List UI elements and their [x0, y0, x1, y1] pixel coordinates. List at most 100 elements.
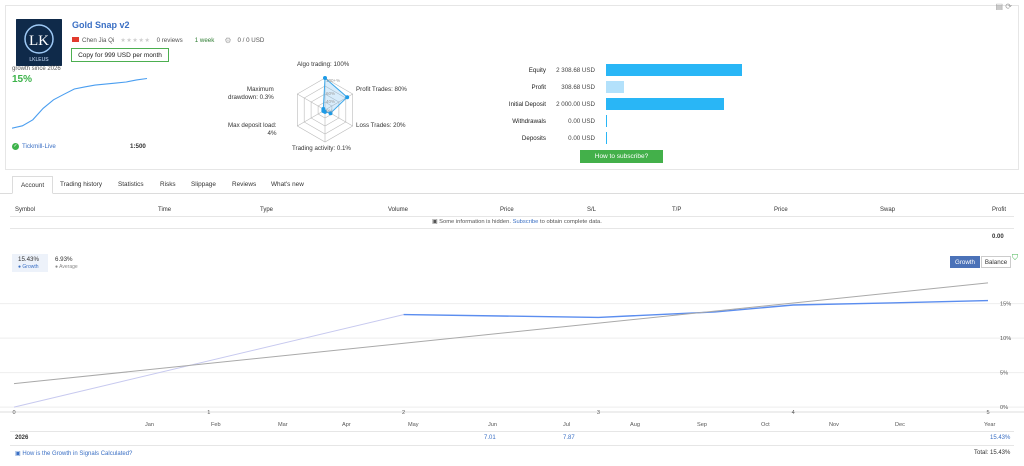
radar-point-5 [321, 107, 326, 112]
subscribe-button[interactable]: How to subscribe? [580, 150, 663, 163]
radar-label-drawdown: Maximum drawdown: 0.3% [228, 86, 274, 101]
month-label: Sep [697, 422, 707, 428]
signal-card: ▤ ⟳ LK LKLEUS Gold Snap v2 Chen Jia Qi ★… [5, 2, 1019, 170]
author[interactable]: Chen Jia Qi [72, 37, 114, 44]
balance-bar [606, 81, 625, 93]
month-value-may[interactable]: 7.01 [484, 435, 496, 441]
rating-stars: ★★★★★ [120, 37, 151, 44]
balance-value: 0.00 USD [568, 118, 595, 125]
balance-bar [606, 64, 742, 76]
logo-text: LK [29, 33, 49, 49]
col-swap: Swap [880, 207, 896, 213]
x-tick-label: 2 [402, 410, 405, 416]
growth-chart: 15% 10% 5% 0% 0 1 2 3 4 5 [0, 282, 1024, 416]
lock-icon: ▣ [432, 219, 438, 225]
radar-spoke [297, 109, 326, 127]
tab-reviews[interactable]: Reviews [232, 181, 257, 188]
radar-point-2 [328, 111, 333, 116]
y-tick-label: 10% [1000, 336, 1011, 342]
sparkline-line [12, 77, 148, 129]
series-line-2 [13, 282, 989, 385]
month-label: Mar [278, 422, 288, 428]
shield-icon: ⛉ [1012, 253, 1018, 262]
divider [10, 431, 1014, 432]
radar-ring-label: 100+% [326, 78, 340, 83]
weeks-badge: 1 week [194, 37, 215, 44]
growth-percent: 15% [12, 74, 33, 85]
radar-point-0 [323, 76, 327, 80]
balance-value: 2 000.00 USD [556, 101, 595, 108]
chart-series [13, 282, 989, 408]
month-label: Oct [761, 422, 770, 428]
year-value: 15.43% [990, 435, 1011, 441]
balance-label-profit: Profit [531, 84, 546, 91]
col-time: Time [158, 207, 172, 213]
growth-since-label: growth since 2026 [12, 66, 61, 72]
subscribe-link[interactable]: Subscribe [512, 219, 539, 225]
balance-label-initial-deposit: Initial Deposit [508, 101, 546, 108]
chart-y-ticks: 15% 10% 5% 0% [1000, 302, 1011, 412]
month-label: Nov [829, 422, 839, 428]
month-label: May [408, 422, 419, 428]
x-tick-label: 5 [986, 410, 989, 416]
leverage: 1:500 [130, 143, 146, 150]
growth-toggle-button[interactable]: Growth [950, 256, 980, 268]
y-tick-label: 15% [1000, 302, 1011, 308]
x-tick-label: 3 [597, 410, 600, 416]
divider [10, 445, 1014, 446]
month-label: Dec [895, 422, 905, 428]
table-total: 0.00 [992, 234, 1004, 240]
reviews-count[interactable]: 0 reviews [156, 37, 183, 44]
tab-trading-history[interactable]: Trading history [60, 181, 103, 188]
balance-bar [606, 132, 607, 144]
col-profit: Profit [992, 207, 1007, 213]
total-growth: Total: 15.43% [974, 450, 1011, 456]
balance-bar [606, 115, 607, 127]
chart-x-ticks: 0 1 2 3 4 5 [12, 410, 989, 416]
x-tick-label: 4 [792, 410, 795, 416]
balance-label-withdrawals: Withdrawals [512, 118, 546, 125]
radar-label-deposit: Max deposit load: 4% [228, 122, 277, 137]
radar-label-activity: Trading activity: 0.1% [292, 145, 351, 152]
month-label: Apr [342, 422, 351, 428]
balance-toggle-button[interactable]: Balance [981, 256, 1011, 268]
col-price-2: Price [774, 207, 788, 213]
radar-ring-labels: 100+% 60% 40% 0% [326, 78, 340, 113]
col-volume: Volume [388, 207, 409, 213]
tab-statistics[interactable]: Statistics [118, 181, 144, 188]
china-flag-icon [72, 37, 79, 42]
growth-stat-label: ● Growth [18, 264, 39, 270]
radar-label-profit: Profit Trades: 80% [356, 86, 407, 93]
radar-spoke [297, 93, 326, 111]
divider [10, 228, 1014, 229]
tab-account[interactable]: Account [12, 176, 54, 194]
radar-label-algo: Algo trading: 100% [297, 61, 350, 68]
radar-ring-label: 40% [326, 99, 335, 104]
average-stat-value: 6.93% [55, 256, 73, 263]
x-tick-label: 1 [207, 410, 210, 416]
growth-stat-value: 15.43% [18, 256, 39, 263]
subscribers-icon: ⚙ [224, 36, 232, 45]
growth-stat-box[interactable] [12, 254, 48, 272]
broker-link[interactable]: ✓ Tickmill-Live [12, 143, 56, 150]
col-type: Type [260, 207, 274, 213]
signal-title[interactable]: Gold Snap v2 [72, 20, 130, 30]
col-tp: T/P [672, 207, 682, 213]
check-icon: ✓ [12, 143, 19, 150]
copy-button[interactable]: Copy for 999 USD per month [71, 48, 169, 62]
tab-whats-new[interactable]: What's new [271, 181, 304, 188]
month-value-jul[interactable]: 7.87 [563, 435, 575, 441]
col-sl: S/L [587, 207, 597, 213]
tab-risks[interactable]: Risks [160, 181, 176, 188]
chart-grid [0, 303, 1024, 413]
balance-value: 2 308.68 USD [556, 67, 595, 74]
tab-slippage[interactable]: Slippage [191, 181, 216, 188]
month-label: Feb [211, 422, 221, 428]
subscribers-count: 0 / 0 USD [237, 37, 265, 44]
window-icons[interactable]: ▤ ⟳ [995, 2, 1012, 11]
growth-sparkline [12, 77, 148, 129]
balance-label-equity: Equity [528, 67, 546, 74]
col-price: Price [500, 207, 514, 213]
radar-ring-label: 60% [326, 91, 335, 96]
how-calculated-link[interactable]: ▣ How is the Growth in Signals Calculate… [15, 451, 133, 457]
